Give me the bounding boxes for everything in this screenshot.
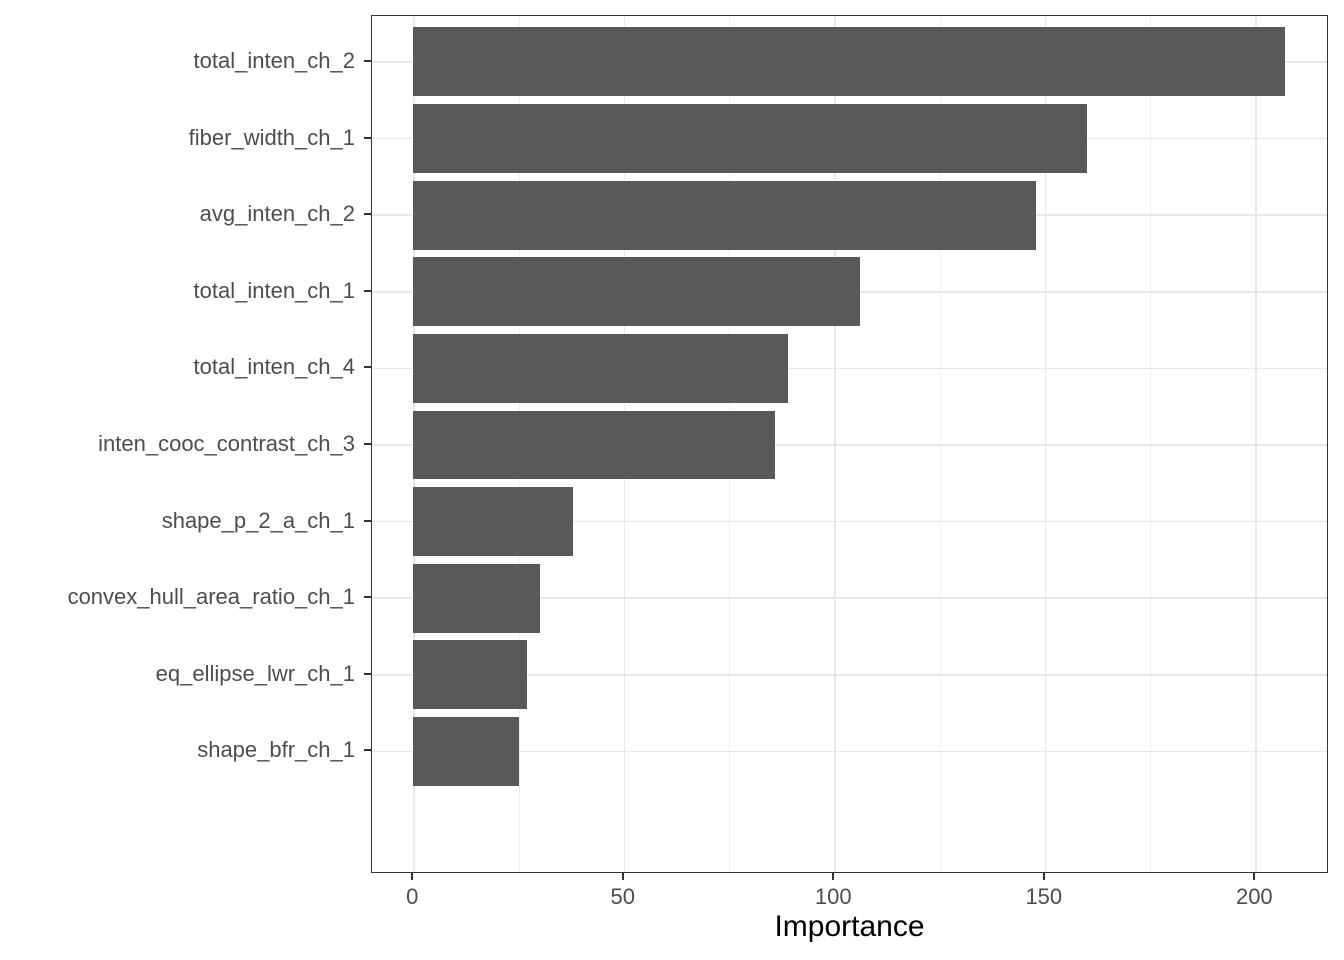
bar [413, 716, 519, 786]
y-axis-label: shape_bfr_ch_1 [197, 737, 355, 763]
major-gridline [834, 16, 836, 872]
y-axis-label: total_inten_ch_2 [193, 47, 355, 73]
plot-panel [371, 15, 1328, 873]
x-axis-tick-label: 200 [1235, 884, 1273, 909]
y-axis-tick [364, 596, 371, 599]
bar [413, 27, 1285, 97]
y-axis-label: total_inten_ch_4 [193, 354, 355, 380]
y-axis-tick [364, 443, 371, 445]
y-axis-tick [364, 519, 371, 522]
minor-gridline [1150, 16, 1152, 872]
bar [413, 104, 1087, 174]
x-axis-tick-label: 150 [1025, 884, 1063, 909]
category-gridline [372, 750, 1327, 753]
x-axis-tick-label: 50 [610, 884, 636, 909]
bar [413, 180, 1037, 250]
y-axis-label: convex_hull_area_ratio_ch_1 [67, 584, 355, 610]
minor-gridline [939, 16, 941, 872]
y-axis-label: shape_p_2_a_ch_1 [161, 507, 355, 533]
x-axis-tick [1253, 873, 1256, 880]
y-axis-tick [364, 59, 371, 62]
x-axis-tick [832, 873, 835, 880]
category-gridline [372, 674, 1327, 676]
y-axis-label: total_inten_ch_1 [193, 277, 355, 303]
y-axis-label: inten_cooc_contrast_ch_3 [98, 431, 355, 456]
x-axis-tick [411, 873, 414, 880]
bar [413, 410, 776, 480]
bar [413, 563, 540, 633]
bar [413, 257, 860, 327]
x-axis-title: Importance [774, 910, 925, 943]
bar [413, 640, 527, 710]
y-axis-tick [364, 366, 371, 369]
y-axis-tick [364, 289, 371, 292]
y-axis-label: eq_ellipse_lwr_ch_1 [155, 660, 355, 686]
x-axis-tick-label: 0 [406, 884, 419, 909]
category-gridline [372, 520, 1327, 523]
y-axis-label: avg_inten_ch_2 [199, 201, 355, 227]
bar [413, 333, 788, 403]
x-axis-tick [1042, 873, 1045, 880]
category-gridline [372, 367, 1327, 370]
y-axis-tick [364, 213, 371, 216]
category-gridline [372, 597, 1327, 599]
bar [413, 487, 574, 557]
category-gridline [372, 444, 1327, 446]
x-axis-tick [621, 873, 624, 880]
x-axis-tick-label: 100 [814, 884, 852, 909]
major-gridline [1044, 16, 1047, 872]
y-axis-tick [364, 749, 371, 752]
y-axis-tick [364, 136, 371, 139]
y-axis-label: fiber_width_ch_1 [188, 124, 355, 150]
y-axis-tick [364, 672, 371, 675]
major-gridline [1255, 16, 1257, 872]
